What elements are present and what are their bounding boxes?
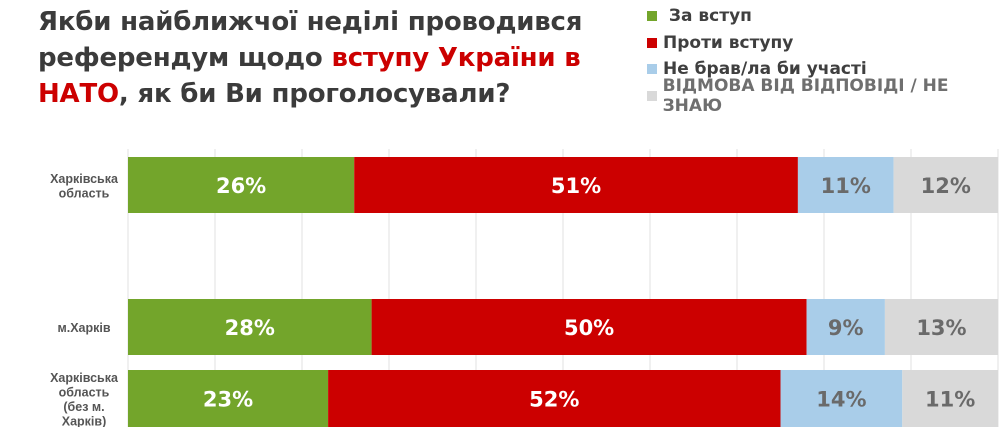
data-label: 11%: [821, 174, 871, 198]
legend-item-for: За вступ: [647, 3, 1000, 30]
data-label: 12%: [921, 174, 971, 198]
data-label: 28%: [225, 316, 275, 340]
data-label: 23%: [203, 388, 253, 412]
data-label: 14%: [816, 388, 866, 412]
bar-segment: [797, 157, 894, 213]
bar-segment: [893, 157, 998, 213]
legend-item-against: Проти вступу: [647, 30, 1000, 57]
category-label: Харківська область: [50, 172, 119, 201]
bar-segment: [328, 370, 781, 427]
bar-segment: [128, 157, 355, 213]
bar-segment: [371, 299, 807, 355]
chart-title: Якби найближчої неділі проводився рефере…: [38, 4, 582, 112]
title-line-3: НАТО, як би Ви проголосували?: [38, 79, 511, 109]
legend: За вступ Проти вступу Не брав/ла би учас…: [647, 3, 1000, 116]
category-label: м.Харків: [57, 321, 110, 335]
data-label: 50%: [564, 316, 614, 340]
legend-item-no-answer: ВІДМОВА ВІД ВІДПОВІДІ / НЕ ЗНАЮ: [647, 76, 1000, 116]
bar-segment: [780, 370, 903, 427]
bar-segment: [884, 299, 998, 355]
legend-swatch: [647, 37, 657, 48]
bar-segment: [806, 299, 885, 355]
legend-swatch: [647, 11, 657, 22]
data-label: 52%: [529, 388, 579, 412]
data-label: 26%: [216, 174, 266, 198]
category-label: Харківська область (без м. Харків): [50, 371, 119, 427]
bar-segment: [354, 157, 798, 213]
title-line-1: Якби найближчої неділі проводився: [38, 7, 583, 37]
data-label: 11%: [925, 388, 975, 412]
legend-item-abstain: Не брав/ла би участі: [647, 56, 1000, 83]
bar-segment: [902, 370, 998, 427]
title-line-2: референдум щодо вступу України в: [38, 43, 581, 73]
legend-swatch: [647, 64, 657, 75]
data-label: 51%: [551, 174, 601, 198]
data-label: 9%: [828, 316, 864, 340]
bar-segment: [128, 370, 329, 427]
legend-swatch: [647, 90, 657, 101]
bar-segment: [128, 299, 372, 355]
data-label: 13%: [916, 316, 966, 340]
